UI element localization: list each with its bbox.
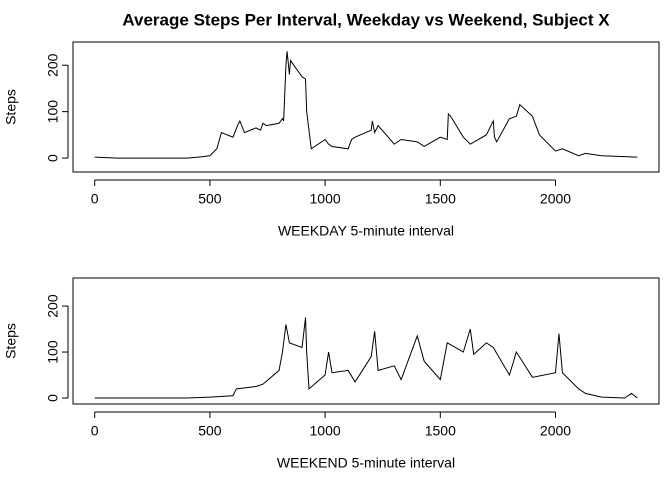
x-tick-label: 500 <box>198 191 222 207</box>
y-tick-label: 0 <box>45 154 61 162</box>
x-axis-label: WEEKEND 5-minute interval <box>277 455 455 471</box>
y-tick-label: 100 <box>45 340 61 364</box>
plot-box <box>72 41 660 173</box>
y-tick-label: 200 <box>45 294 61 318</box>
y-axis-label: Steps <box>3 89 19 125</box>
y-axis-label: Steps <box>3 323 19 359</box>
x-tick-label: 1000 <box>310 423 341 439</box>
x-tick-label: 0 <box>91 423 99 439</box>
x-axis-label: WEEKDAY 5-minute interval <box>278 223 454 239</box>
plot-box <box>72 277 660 405</box>
chart-title: Average Steps Per Interval, Weekday vs W… <box>122 10 610 29</box>
y-tick-label: 200 <box>45 53 61 77</box>
data-line <box>94 317 638 399</box>
x-tick-label: 2000 <box>540 423 571 439</box>
x-tick-label: 1000 <box>310 191 341 207</box>
x-tick-label: 1500 <box>425 191 456 207</box>
x-tick-label: 2000 <box>540 191 571 207</box>
x-tick-label: 0 <box>91 191 99 207</box>
data-line <box>94 51 638 159</box>
y-tick-label: 100 <box>45 100 61 124</box>
y-tick-label: 0 <box>45 394 61 402</box>
x-tick-label: 1500 <box>425 423 456 439</box>
x-tick-label: 500 <box>198 423 222 439</box>
